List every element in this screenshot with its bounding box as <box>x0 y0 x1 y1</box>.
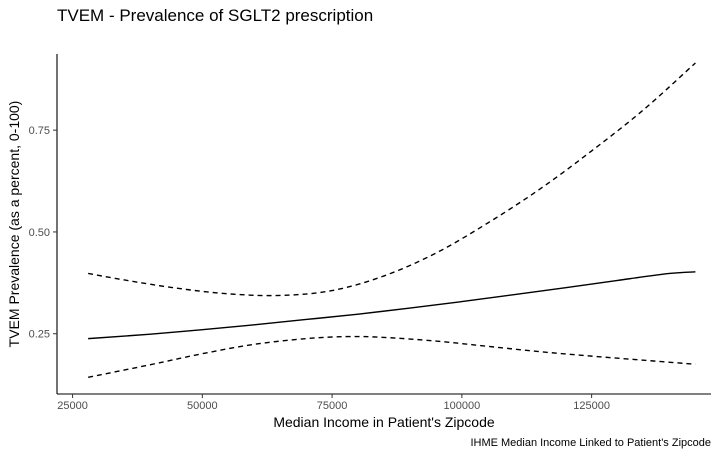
confidence-bound-line-2 <box>88 335 696 378</box>
confidence-bound-line-1 <box>88 62 696 297</box>
x-axis-ticks: 25000 50000 75000 100000 125000 <box>57 394 610 412</box>
y-axis-label: TVEM Prevalence (as a percent, 0-100) <box>6 101 22 348</box>
estimate-line <box>88 271 696 340</box>
x-tick-label: 125000 <box>573 400 610 412</box>
chart-title: TVEM - Prevalence of SGLT2 prescription <box>57 6 373 25</box>
y-axis-ticks: 0.25 0.50 0.75 <box>29 125 57 341</box>
x-axis-label: Median Income in Patient's Zipcode <box>273 414 495 430</box>
series-lines <box>88 62 696 378</box>
x-tick-label: 50000 <box>187 400 218 412</box>
y-tick-label: 0.50 <box>29 227 50 239</box>
y-tick-label: 0.25 <box>29 329 50 341</box>
y-tick-label: 0.75 <box>29 125 50 137</box>
plot-area: 25000 50000 75000 100000 125000 0.25 0.50 0.75 <box>29 54 711 412</box>
x-tick-label: 25000 <box>57 400 88 412</box>
chart-caption: IHME Median Income Linked to Patient's Z… <box>470 437 711 449</box>
x-tick-label: 100000 <box>443 400 480 412</box>
x-tick-label: 75000 <box>317 400 348 412</box>
